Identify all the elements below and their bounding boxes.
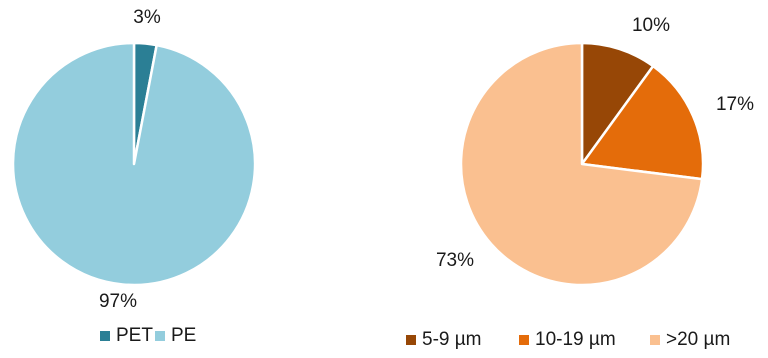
data-label-gt-20-um: 73% bbox=[436, 250, 474, 271]
pie-slice-pe bbox=[11, 41, 257, 287]
legend-swatch-pe bbox=[155, 331, 165, 341]
legend-label-pet: PET bbox=[116, 325, 153, 346]
legend-label-pe: PE bbox=[171, 325, 196, 346]
legend-label-10-19-um: 10-19 µm bbox=[535, 329, 616, 350]
legend-swatch-10-19-um bbox=[519, 335, 529, 345]
legend: PET PE bbox=[100, 325, 196, 346]
legend: 5-9 µm 10-19 µm >20 µm bbox=[406, 329, 730, 350]
legend-swatch-pet bbox=[100, 331, 110, 341]
pie-slice-10-19-um bbox=[580, 64, 705, 181]
data-label-pet: 3% bbox=[133, 7, 161, 28]
legend-swatch-5-9-um bbox=[406, 335, 416, 345]
data-label-pe: 97% bbox=[99, 291, 137, 312]
pie-slice-5-9-um bbox=[580, 41, 655, 166]
pie-chart-polymer: 3% 97% PET PE bbox=[11, 7, 257, 346]
pie-chart-size: 10% 17% 73% 5-9 µm 10-19 µm >20 µm bbox=[406, 15, 754, 350]
pie-slice-gt-20-um bbox=[459, 41, 704, 287]
data-label-10-19-um: 17% bbox=[716, 94, 754, 115]
legend-label-5-9-um: 5-9 µm bbox=[422, 329, 482, 350]
data-label-5-9-um: 10% bbox=[632, 15, 670, 36]
legend-label-gt-20-um: >20 µm bbox=[666, 329, 730, 350]
legend-swatch-gt-20-um bbox=[650, 335, 660, 345]
